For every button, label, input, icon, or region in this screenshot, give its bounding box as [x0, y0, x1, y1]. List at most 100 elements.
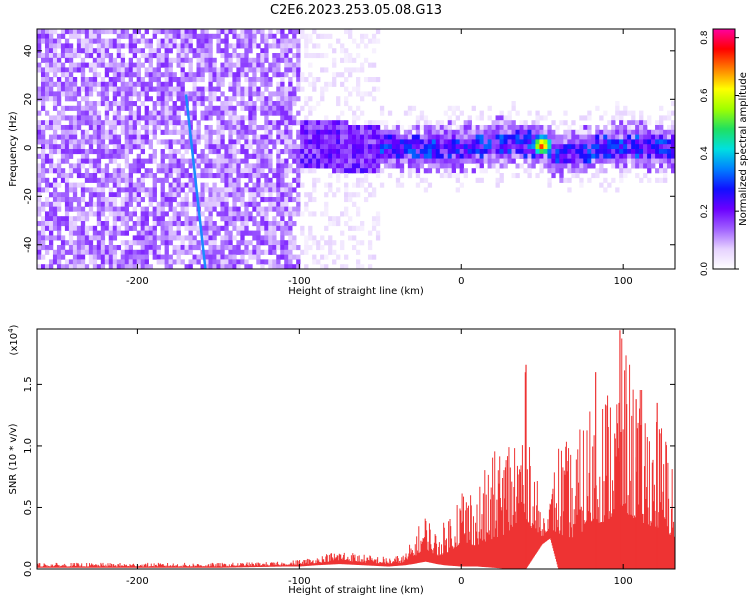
spectrogram-cell [651, 134, 656, 140]
spectrogram-cell [471, 144, 476, 150]
spectrogram-cell [583, 149, 588, 155]
spectrogram-cell [344, 192, 349, 198]
spectrogram-cell [128, 201, 133, 207]
spectrogram-cell [344, 53, 349, 59]
spectrogram-cell [212, 144, 217, 150]
spectrogram-cell [451, 168, 456, 174]
spectrogram-cell [152, 211, 157, 217]
spectrogram-cell [651, 153, 656, 159]
spectrogram-cell [356, 77, 361, 83]
spectrogram-cell [324, 182, 329, 188]
spectrogram-cell [112, 115, 118, 121]
spectrogram-cell [443, 134, 449, 140]
spectrogram-cell [455, 158, 460, 164]
spectrogram-cell [152, 216, 157, 222]
spectrogram-cell [356, 206, 361, 212]
spectrogram-cell [52, 177, 58, 183]
spectrogram-cell [228, 206, 233, 212]
spectrogram-cell [180, 96, 185, 102]
spectrogram-cell [248, 57, 253, 63]
spectrogram-cell [156, 110, 161, 116]
spectrogram-cell [124, 221, 130, 227]
spectrogram-cell [72, 29, 78, 35]
spectrogram-cell [244, 153, 249, 159]
spectrogram-cell [204, 134, 209, 140]
spectrogram-cell [276, 129, 281, 135]
spectrogram-cell [120, 125, 126, 131]
spectrogram-cell [276, 173, 281, 179]
spectrogram-cell [244, 240, 249, 246]
spectrogram-cell [276, 101, 281, 107]
spectrogram-cell [176, 29, 181, 35]
spectrogram-cell [112, 264, 118, 270]
spectrogram-cell [627, 120, 632, 126]
spectrogram-cell [667, 144, 672, 150]
spectrogram-cell [336, 177, 341, 183]
spectrogram-cell [40, 168, 46, 174]
spectrogram-cell [599, 168, 604, 174]
spectrogram-cell [308, 129, 313, 135]
spectrogram-cell [531, 139, 536, 145]
spectrogram-cell [84, 211, 90, 217]
spectrogram-cell [40, 38, 46, 44]
spectrogram-cell [264, 115, 269, 121]
spectrogram-x-axis-label: Height of straight line (km) [288, 286, 424, 297]
spectrogram-cell [56, 158, 62, 164]
spectrogram-cell [204, 67, 209, 73]
spectrogram-cell [244, 163, 249, 169]
spectrogram-cell [316, 134, 321, 140]
spectrogram-cell [76, 101, 82, 107]
spectrogram-cell [391, 149, 397, 155]
spectrogram-cell [144, 240, 149, 246]
spectrogram-cell [451, 144, 456, 150]
spectrogram-cell [567, 153, 572, 159]
spectrogram-cell [104, 86, 110, 92]
spectrogram-cell [204, 259, 209, 265]
spectrogram-cell [363, 134, 369, 140]
spectrogram-cell [236, 43, 241, 49]
spectrogram-cell [168, 197, 173, 203]
spectrogram-cell [312, 129, 317, 135]
spectrogram-cell [332, 259, 337, 265]
spectrogram-cell [204, 168, 209, 174]
spectrogram-cell [435, 134, 441, 140]
spectrogram-cell [176, 158, 181, 164]
spectrogram-cell [296, 144, 301, 150]
spectrogram-cell [48, 225, 54, 231]
spectrogram-cell [344, 149, 349, 155]
spectrogram-cell [84, 230, 90, 236]
spectrogram-cell [108, 230, 114, 236]
spectrogram-cell [60, 235, 66, 241]
spectrogram-cell [92, 115, 98, 121]
spectrogram-cell [352, 134, 357, 140]
spectrogram-cell [144, 173, 149, 179]
spectrogram-cell [268, 168, 273, 174]
spectrogram-cell [216, 230, 221, 236]
spectrogram-cell [356, 149, 361, 155]
spectrogram-cell [168, 201, 173, 207]
spectrogram-cell [120, 96, 126, 102]
spectrogram-cell [212, 67, 217, 73]
spectrogram-cell [348, 72, 353, 78]
spectrogram-cell [671, 153, 676, 159]
spectrogram-cell [176, 91, 181, 97]
spectrogram-cell [132, 62, 137, 68]
spectrogram-cell [64, 173, 70, 179]
spectrogram-cell [280, 235, 285, 241]
spectrogram-cell [100, 201, 106, 207]
spectrogram-cell [220, 211, 225, 217]
spectrogram-cell [240, 62, 245, 68]
spectrogram-cell [300, 230, 305, 236]
spectrogram-cell [595, 125, 600, 131]
spectrogram-cell [92, 29, 98, 35]
spectrogram-cell [367, 163, 373, 169]
spectrogram-cell [37, 29, 42, 35]
spectrogram-cell [359, 110, 365, 116]
spectrogram-cell [575, 139, 580, 145]
spectrogram-cell [164, 173, 169, 179]
spectrogram-cell [116, 245, 122, 251]
spectrogram-cell [156, 245, 161, 251]
spectrogram-cell [328, 125, 333, 131]
spectrogram-cell [116, 67, 122, 73]
spectrogram-cell [547, 153, 552, 159]
